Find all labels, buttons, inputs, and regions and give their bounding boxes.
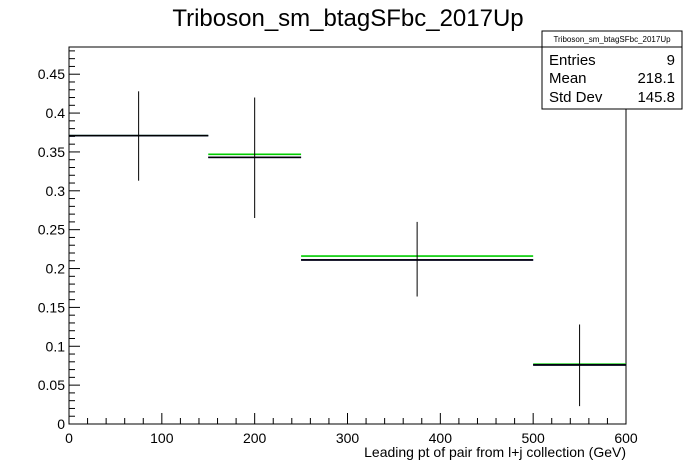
y-tick-label: 0.45 (38, 66, 65, 82)
y-tick-label: 0.15 (38, 299, 65, 315)
y-tick-label: 0 (57, 416, 65, 432)
stats-mean-label: Mean (549, 70, 587, 87)
stats-stddev-label: Std Dev (549, 89, 603, 106)
x-tick-label: 100 (150, 430, 174, 446)
stats-stddev-value: 145.8 (637, 89, 675, 106)
stats-entries-label: Entries (549, 52, 596, 69)
chart-title: Triboson_sm_btagSFbc_2017Up (172, 5, 523, 32)
y-tick-label: 0.4 (46, 105, 66, 121)
x-tick-label: 600 (614, 430, 638, 446)
y-tick-label: 0.1 (46, 338, 66, 354)
x-axis-label: Leading pt of pair from l+j collection (… (364, 444, 626, 460)
y-tick-label: 0.25 (38, 222, 65, 238)
stats-entries-value: 9 (667, 52, 675, 69)
y-tick-label: 0.2 (46, 261, 66, 277)
x-axis: 0 100 200 300 400 500 600 (65, 413, 638, 446)
x-tick-label: 0 (65, 430, 73, 446)
x-tick-label: 200 (243, 430, 267, 446)
y-tick-label: 0.35 (38, 144, 65, 160)
error-bars (138, 91, 581, 407)
x-tick-label: 500 (521, 430, 545, 446)
x-tick-label: 400 (429, 430, 453, 446)
y-axis: 0 0.05 0.1 0.15 0.2 0.25 0.3 0.35 0.4 0.45 (38, 50, 80, 432)
y-tick-label: 0.05 (38, 377, 65, 393)
stats-mean-value: 218.1 (637, 70, 675, 87)
x-tick-label: 300 (336, 430, 360, 446)
histogram-series (69, 134, 626, 366)
stats-box: Triboson_sm_btagSFbc_2017Up Entries 9 Me… (541, 30, 683, 110)
y-tick-label: 0.3 (46, 183, 66, 199)
stats-box-title: Triboson_sm_btagSFbc_2017Up (553, 35, 671, 44)
